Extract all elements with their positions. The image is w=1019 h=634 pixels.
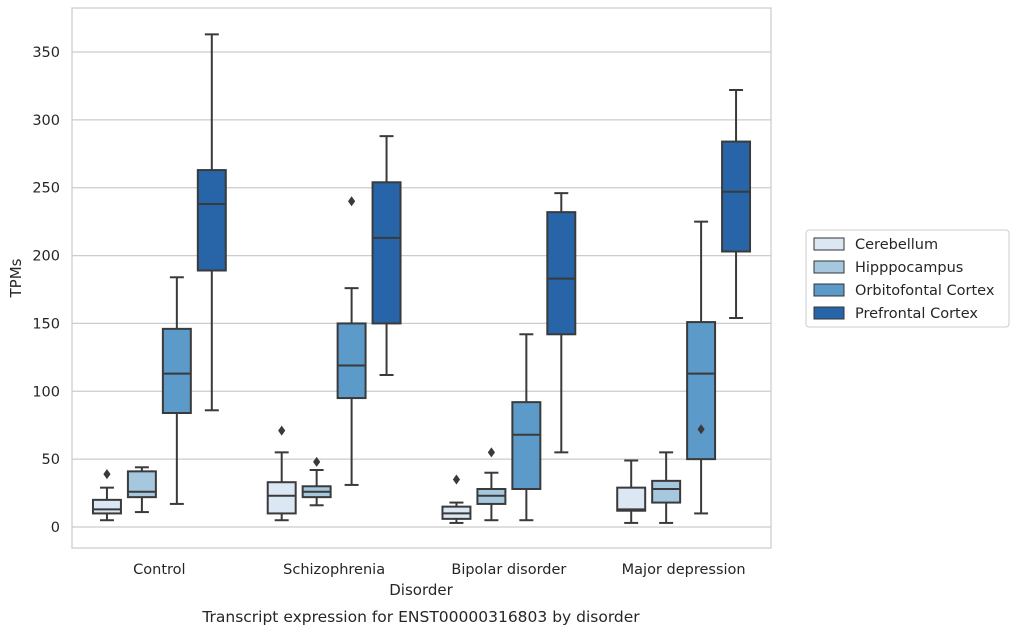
y-tick-label: 50 <box>42 452 60 468</box>
box-iqr <box>91 498 122 515</box>
box-iqr <box>546 211 577 336</box>
legend-swatch <box>813 237 845 251</box>
box-cerebellum <box>91 469 122 522</box>
legend-entry: Cerebellum <box>855 237 938 253</box>
box-iqr <box>651 479 682 504</box>
box-iqr <box>686 321 717 461</box>
legend-entry: Prefrontal Cortex <box>855 306 978 322</box>
y-tick-label: 250 <box>32 181 60 197</box>
box-iqr <box>266 481 297 515</box>
outlier-point <box>697 424 705 435</box>
outlier-point <box>487 447 495 458</box>
box-iqr <box>336 322 367 400</box>
box-hipppocampus <box>651 451 682 524</box>
box-iqr <box>511 401 542 490</box>
box-iqr <box>161 327 192 415</box>
legend-entry: Orbitofontal Cortex <box>855 283 995 299</box>
y-tick-label: 350 <box>32 45 60 61</box>
legend-swatch <box>813 306 845 320</box>
x-tick-label: Major depression <box>622 562 746 578</box>
box-orbitofontal-cortex <box>686 220 717 515</box>
box-iqr <box>371 181 402 325</box>
box-prefrontal-cortex <box>721 89 752 319</box>
legend-entry: Hipppocampus <box>855 260 963 276</box>
box-hipppocampus <box>126 466 157 514</box>
box-iqr <box>196 169 227 272</box>
y-tick-labels: 0 50 100 150 200 250 300 350 <box>32 45 60 536</box>
y-tick-label: 200 <box>32 249 60 265</box>
box-prefrontal-cortex <box>371 135 402 376</box>
box-prefrontal-cortex <box>546 192 577 454</box>
box-iqr <box>126 470 157 499</box>
outlier-point <box>313 456 321 467</box>
outlier-point <box>452 474 461 485</box>
legend-swatch <box>813 283 845 297</box>
outlier-point <box>348 196 356 207</box>
x-tick-label: Control <box>133 562 185 578</box>
box-iqr <box>721 140 752 253</box>
figure-caption: Transcript expression for ENST0000031680… <box>201 608 640 626</box>
legend: Cerebellum Hipppocampus Orbitofontal Corte… <box>805 229 1010 328</box>
box-prefrontal-cortex <box>196 33 227 412</box>
box-orbitofontal-cortex <box>336 196 367 486</box>
x-axis-label: Disorder <box>389 581 453 599</box>
plot-area-frame <box>71 7 772 549</box>
legend-swatch <box>813 260 845 274</box>
box-hipppocampus <box>301 456 332 507</box>
box-cerebellum <box>616 459 647 524</box>
outlier-point <box>103 469 111 480</box>
box-cerebellum <box>441 474 472 524</box>
box-orbitofontal-cortex <box>511 333 542 522</box>
box-orbitofontal-cortex <box>161 276 192 505</box>
x-tick-label: Bipolar disorder <box>451 562 566 578</box>
box-iqr <box>616 486 647 512</box>
x-tick-label: Schizophrenia <box>283 562 385 578</box>
box-plot-boxes <box>91 33 752 524</box>
legend-frame <box>805 229 1010 328</box>
y-tick-label: 150 <box>32 316 60 332</box>
y-tick-label: 300 <box>32 113 60 129</box>
x-tick-labels: Control Schizophrenia Bipolar disorder Majo… <box>133 562 745 578</box>
y-axis-label: TPMs <box>7 258 25 298</box>
y-tick-label: 0 <box>51 520 60 536</box>
box-cerebellum <box>266 425 297 522</box>
box-hipppocampus <box>476 447 507 522</box>
y-tick-label: 100 <box>32 384 60 400</box>
outlier-point <box>278 425 286 436</box>
